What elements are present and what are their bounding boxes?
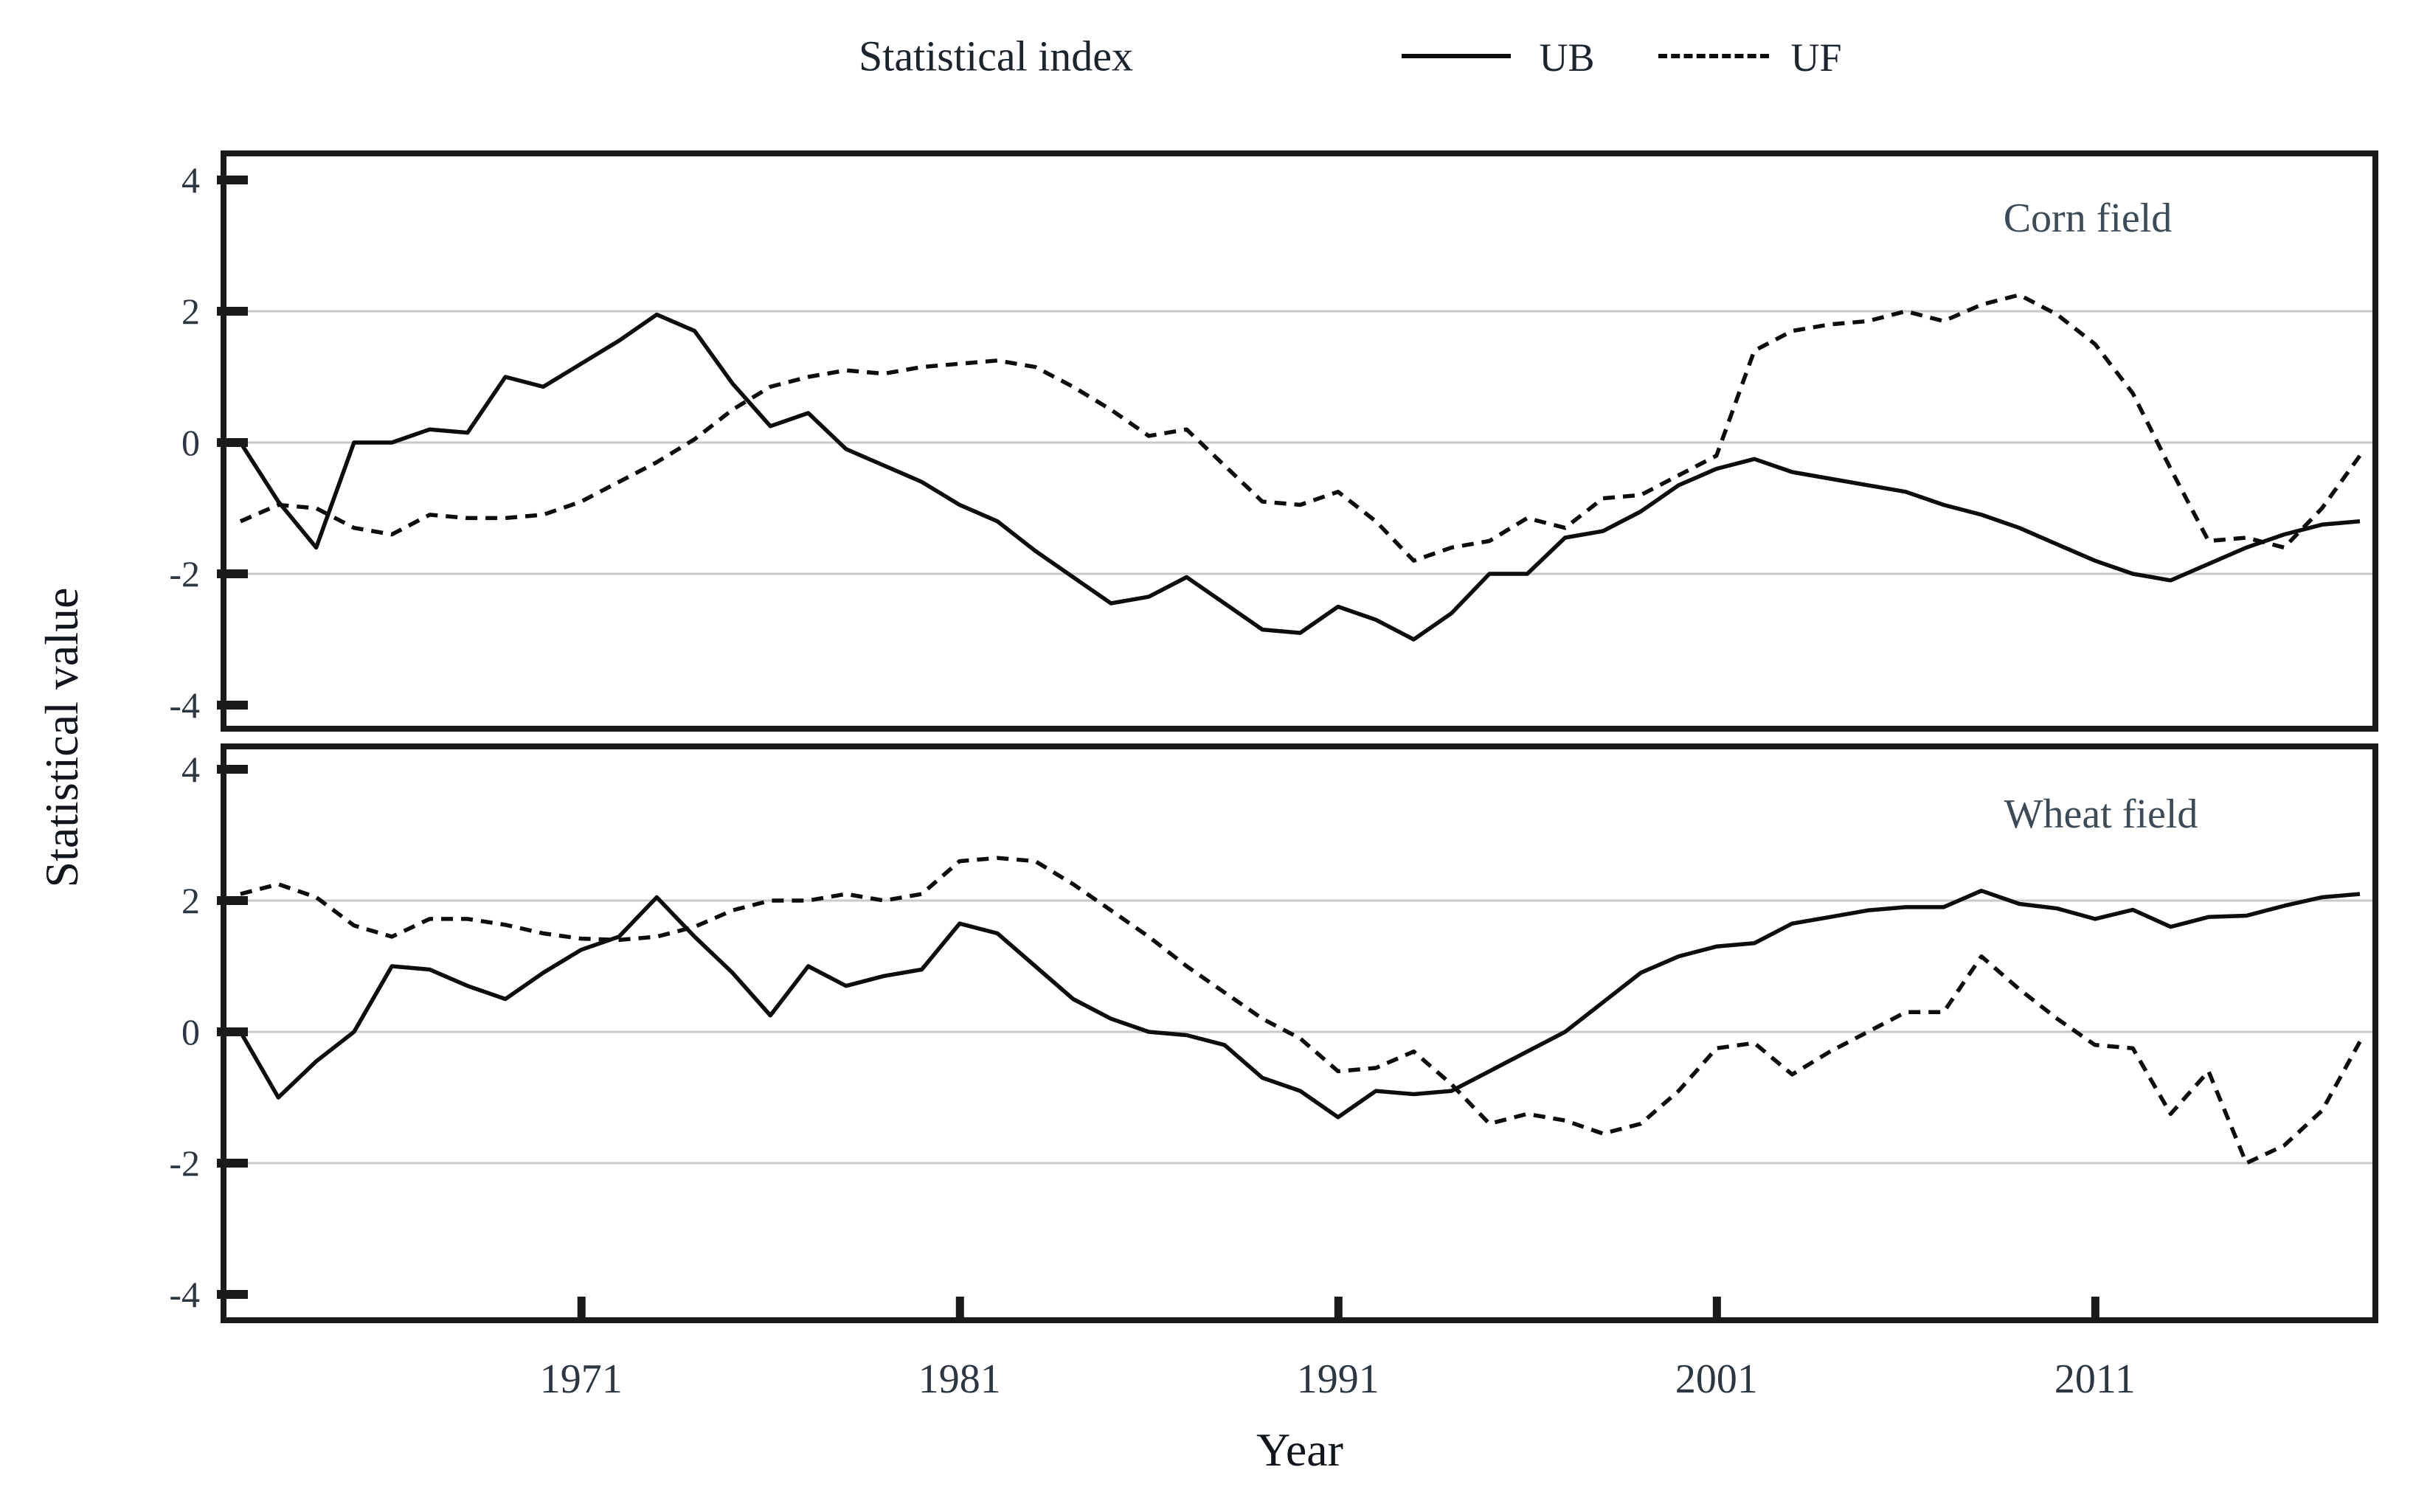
y-tick-label--2: -2	[169, 553, 200, 594]
x-tick-label-1971: 1971	[540, 1356, 623, 1402]
x-tick-2011	[2091, 1297, 2099, 1319]
series-line-ub-corn	[238, 312, 2361, 642]
panel-label-wheat-field: Wheat field	[2004, 791, 2198, 837]
legend-label-ub: UB	[1539, 35, 1595, 80]
y-tick-label-4: 4	[181, 159, 200, 201]
legend-title: Statistical index	[858, 32, 1134, 80]
y-tick-label-0: 0	[181, 422, 200, 463]
legend-dashed-line-swatch	[1658, 54, 1769, 58]
y-axis-title: Statistical value	[35, 587, 88, 888]
y-tick-label-4: 4	[181, 749, 200, 790]
x-tick-2001	[1712, 1297, 1721, 1319]
y-tick-label-2: 2	[181, 880, 200, 921]
x-tick-1991	[1334, 1297, 1343, 1319]
y-tick-label--4: -4	[169, 1274, 200, 1315]
y-tick-label--2: -2	[169, 1142, 200, 1184]
series-line-ub-wheat	[238, 888, 2361, 1120]
x-tick-label-1991: 1991	[1297, 1356, 1379, 1402]
panel-border-wheat	[221, 743, 2378, 1323]
panel-label-corn-field: Corn field	[2003, 195, 2173, 241]
panel-border-corn	[221, 150, 2378, 732]
series-line-uf-wheat	[240, 856, 2362, 1165]
legend-label-uf: UF	[1790, 35, 1842, 80]
x-tick-1981	[955, 1297, 964, 1319]
series-line-uf-corn	[239, 293, 2362, 563]
x-tick-label-2011: 2011	[2054, 1356, 2136, 1402]
x-tick-label-1981: 1981	[918, 1356, 1001, 1402]
legend-solid-line-swatch	[1402, 54, 1511, 58]
y-tick-label--4: -4	[169, 684, 200, 726]
x-tick-label-2001: 2001	[1675, 1356, 1758, 1402]
y-tick-label-2: 2	[181, 291, 200, 332]
x-axis-title: Year	[1256, 1423, 1343, 1476]
x-tick-1971	[577, 1297, 586, 1319]
y-tick-label-0: 0	[181, 1011, 200, 1052]
